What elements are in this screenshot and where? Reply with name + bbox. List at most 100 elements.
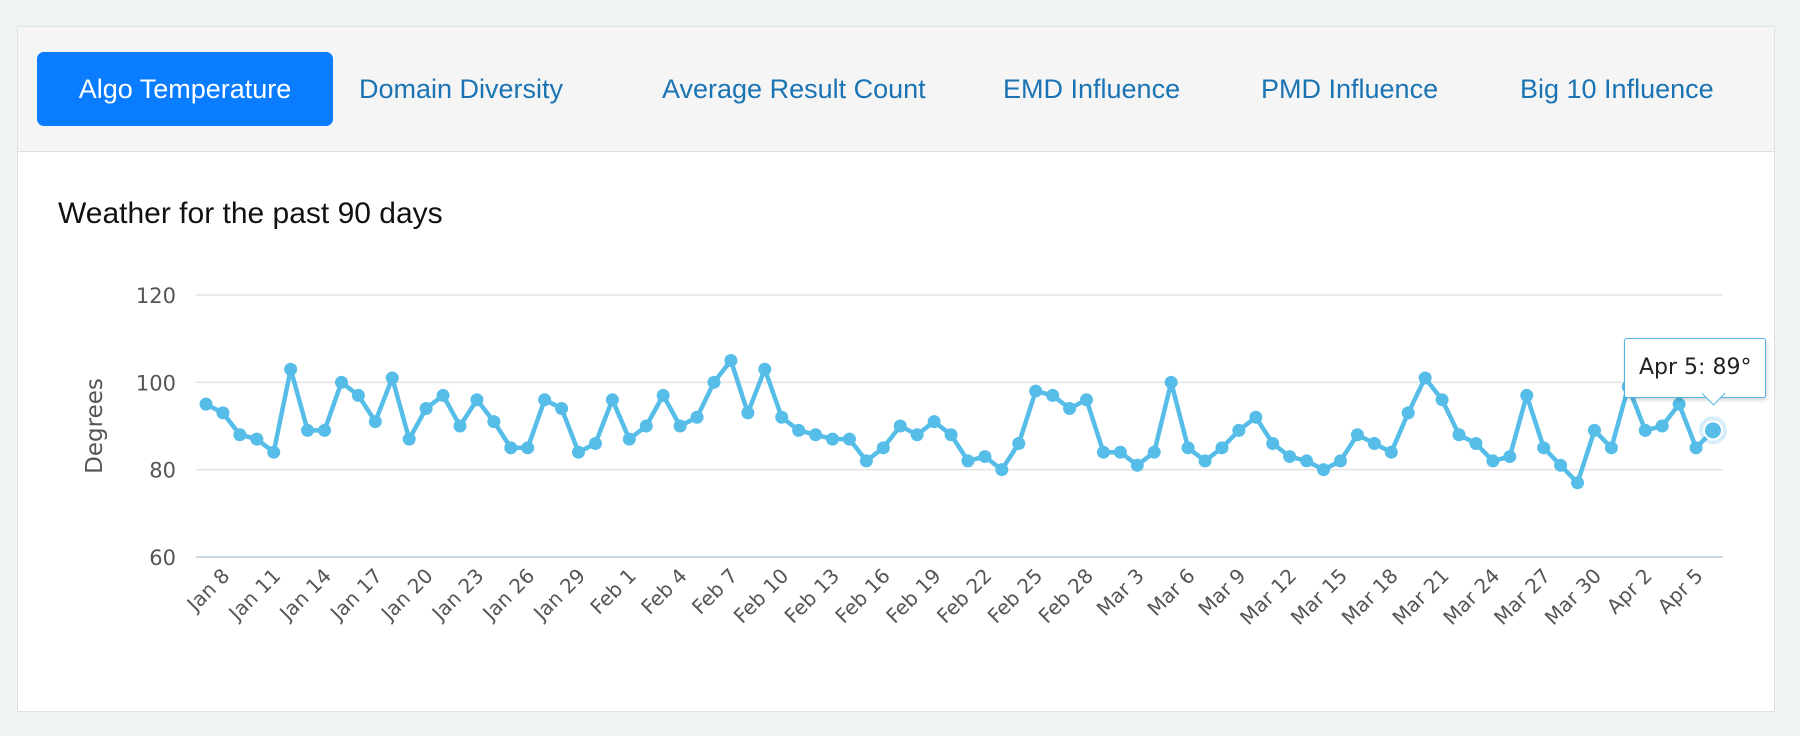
data-point bbox=[978, 450, 992, 464]
data-point bbox=[1266, 436, 1280, 450]
data-point bbox=[402, 432, 416, 446]
data-point bbox=[707, 375, 721, 389]
data-point bbox=[419, 402, 433, 416]
x-tick-label: Mar 15 bbox=[1286, 564, 1352, 630]
data-point bbox=[1638, 423, 1652, 437]
x-tick-label: Jan 29 bbox=[527, 564, 590, 627]
data-point bbox=[385, 371, 399, 385]
data-point bbox=[318, 423, 332, 437]
data-point bbox=[622, 432, 636, 446]
x-tick-label: Jan 17 bbox=[324, 564, 387, 627]
tab-average-result-count[interactable]: Average Result Count bbox=[662, 74, 926, 104]
data-point bbox=[826, 432, 840, 446]
x-tick-label: Feb 4 bbox=[636, 564, 692, 620]
data-point bbox=[673, 419, 687, 433]
x-tick-label: Mar 27 bbox=[1489, 564, 1555, 630]
tab-emd-influence[interactable]: EMD Influence bbox=[1003, 74, 1181, 104]
data-point bbox=[1215, 441, 1229, 455]
data-point bbox=[1604, 441, 1618, 455]
data-point bbox=[1012, 436, 1026, 450]
tab-pmd-influence[interactable]: PMD Influence bbox=[1261, 74, 1439, 104]
data-point bbox=[1283, 450, 1297, 464]
x-tick-label: Feb 19 bbox=[881, 564, 946, 629]
x-tick-label: Feb 28 bbox=[1034, 564, 1099, 629]
data-point bbox=[1486, 454, 1500, 468]
data-point bbox=[199, 397, 213, 411]
data-point bbox=[1181, 441, 1195, 455]
data-point bbox=[1063, 402, 1077, 416]
tab-algo-temperature[interactable]: Algo Temperature bbox=[37, 52, 333, 126]
data-point bbox=[1452, 428, 1466, 442]
data-point bbox=[775, 410, 789, 424]
x-tick-label: Feb 10 bbox=[729, 564, 794, 629]
data-point bbox=[521, 441, 535, 455]
data-point bbox=[1333, 454, 1347, 468]
data-point bbox=[1147, 445, 1161, 459]
data-point bbox=[588, 436, 602, 450]
data-point bbox=[538, 393, 552, 407]
data-point bbox=[1689, 441, 1703, 455]
data-point bbox=[572, 445, 586, 459]
highlighted-point bbox=[1703, 420, 1723, 441]
data-point bbox=[1300, 454, 1314, 468]
data-point bbox=[656, 388, 670, 402]
x-tick-label: Mar 30 bbox=[1540, 564, 1606, 630]
y-axis-label: Degrees bbox=[82, 378, 108, 474]
data-point bbox=[1520, 388, 1534, 402]
chart-title: Weather for the past 90 days bbox=[58, 197, 443, 230]
data-point bbox=[1029, 384, 1043, 398]
x-tick-label: Apr 5 bbox=[1653, 564, 1708, 619]
data-point bbox=[216, 406, 230, 420]
data-point bbox=[1249, 410, 1263, 424]
tooltip-text: Apr 5: 89° bbox=[1639, 355, 1752, 381]
data-point bbox=[453, 419, 467, 433]
x-tick-label: Mar 3 bbox=[1092, 564, 1149, 621]
data-point bbox=[1401, 406, 1415, 420]
data-point bbox=[842, 432, 856, 446]
data-point bbox=[1655, 419, 1669, 433]
data-point bbox=[334, 375, 348, 389]
y-tick-label: 100 bbox=[136, 371, 176, 395]
data-point bbox=[1571, 476, 1585, 490]
data-point bbox=[1079, 393, 1093, 407]
data-point bbox=[1232, 423, 1246, 437]
data-point bbox=[436, 388, 450, 402]
data-point bbox=[1130, 458, 1144, 472]
x-tick-label: Mar 12 bbox=[1235, 564, 1301, 630]
x-tick-label: Jan 11 bbox=[223, 564, 286, 627]
tab-big-10-influence[interactable]: Big 10 Influence bbox=[1520, 74, 1714, 104]
data-point bbox=[267, 445, 281, 459]
data-point bbox=[487, 415, 501, 429]
data-point bbox=[1198, 454, 1212, 468]
data-point bbox=[301, 423, 315, 437]
x-tick-label: Feb 16 bbox=[830, 564, 895, 629]
data-point bbox=[741, 406, 755, 420]
data-point bbox=[1587, 423, 1601, 437]
tab-bar: Algo Temperature Domain Diversity Averag… bbox=[18, 27, 1774, 152]
data-point bbox=[758, 362, 772, 376]
data-point bbox=[233, 428, 247, 442]
data-point bbox=[1435, 393, 1449, 407]
data-point bbox=[1367, 436, 1381, 450]
data-point bbox=[1046, 388, 1060, 402]
tab-domain-diversity[interactable]: Domain Diversity bbox=[359, 74, 564, 104]
data-point bbox=[944, 428, 958, 442]
x-tick-label: Mar 21 bbox=[1387, 564, 1453, 630]
data-point bbox=[961, 454, 975, 468]
x-tick-label: Jan 14 bbox=[273, 564, 336, 627]
x-tick-label: Mar 6 bbox=[1142, 564, 1199, 621]
data-point bbox=[809, 428, 823, 442]
data-point bbox=[1384, 445, 1398, 459]
x-tick-label: Feb 25 bbox=[983, 564, 1048, 629]
data-point bbox=[1317, 463, 1331, 477]
data-point bbox=[639, 419, 653, 433]
data-point bbox=[504, 441, 518, 455]
data-point bbox=[555, 402, 569, 416]
data-point bbox=[1554, 458, 1568, 472]
data-tooltip: Apr 5: 89° bbox=[1624, 338, 1767, 399]
y-tick-label: 60 bbox=[149, 546, 176, 570]
x-tick-label: Jan 20 bbox=[375, 564, 438, 627]
data-point bbox=[605, 393, 619, 407]
x-tick-label: Feb 22 bbox=[932, 564, 997, 629]
